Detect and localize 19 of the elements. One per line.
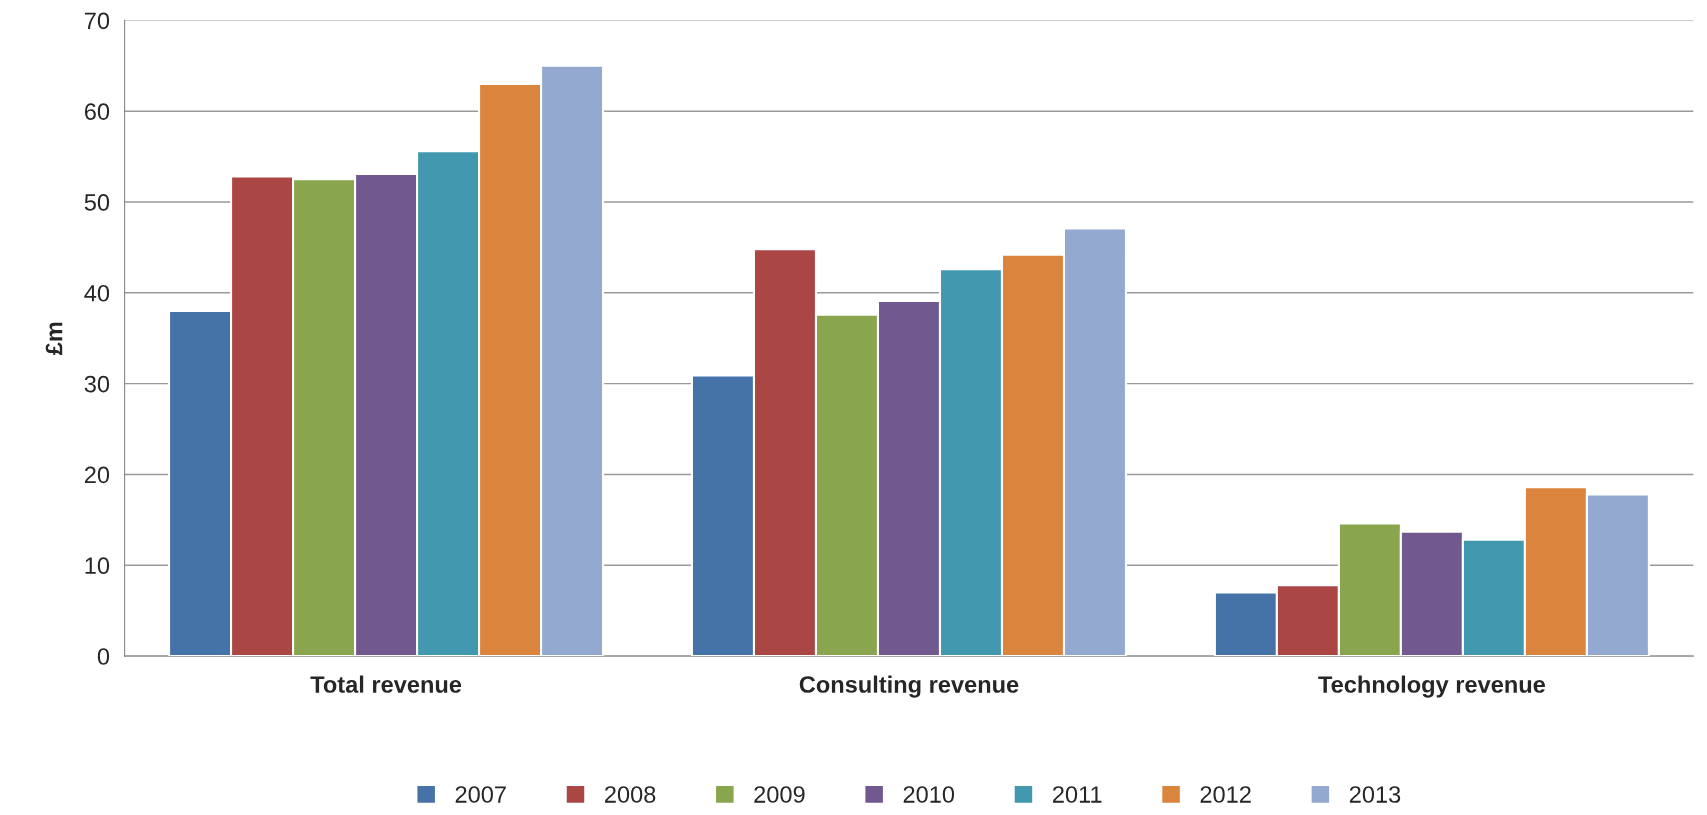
legend-label: 2011 [1052, 786, 1102, 803]
legend-label: 2008 [605, 786, 656, 803]
y-tick-label: 70 [84, 12, 110, 30]
y-tick-label: 30 [84, 375, 110, 393]
x-tick-label: Technology revenue [1318, 675, 1546, 698]
y-tick-label: 40 [84, 284, 110, 302]
x-tick-label: Consulting revenue [799, 675, 1019, 698]
y-axis-title: £m [45, 322, 63, 356]
y-tick-label: 0 [97, 648, 110, 665]
y-tick-label: 20 [84, 466, 110, 484]
y-tick-label: 50 [84, 194, 110, 211]
x-tick-label: Total revenue [310, 675, 462, 693]
legend-label: 2013 [1349, 786, 1401, 803]
legend-label: 2010 [903, 786, 955, 803]
legend-label: 2007 [455, 786, 506, 803]
legend-label: 2009 [754, 786, 805, 803]
legend-label: 2012 [1200, 786, 1251, 803]
y-tick-label: 10 [85, 557, 110, 575]
y-tick-label: 60 [84, 103, 110, 120]
